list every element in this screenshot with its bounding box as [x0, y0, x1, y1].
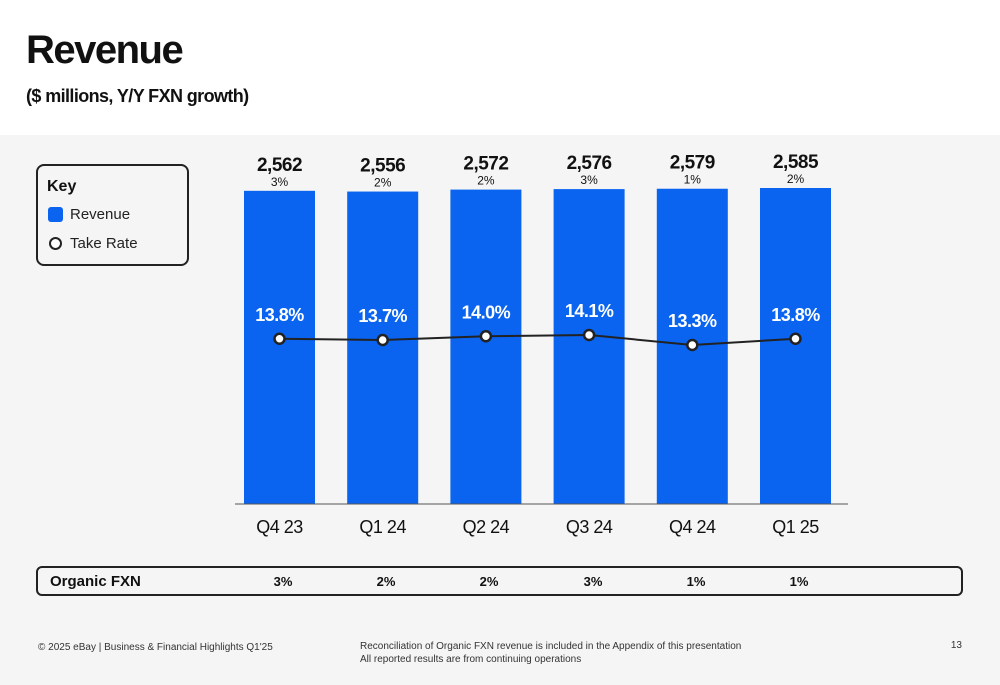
revenue-bar [347, 191, 419, 504]
revenue-swatch-icon [48, 207, 63, 222]
legend-item-take-rate: Take Rate [48, 235, 138, 252]
take-rate-point [686, 338, 699, 352]
take-rate-point [273, 332, 286, 345]
organic-fxn-value: 2% [376, 574, 396, 589]
take-rate-point [479, 330, 493, 343]
revenue-value-label: 2,585 [773, 152, 819, 173]
organic-fxn-value: 3% [273, 574, 293, 589]
revenue-bar [553, 189, 625, 504]
revenue-growth-label: 2% [477, 174, 495, 188]
x-tick-label: Q2 24 [463, 517, 510, 537]
legend-label-revenue: Revenue [70, 206, 131, 223]
take-rate-point [376, 333, 389, 347]
revenue-value-label: 2,572 [463, 154, 508, 175]
revenue-value-label: 2,562 [257, 155, 302, 176]
organic-fxn-value: 1% [789, 574, 809, 589]
revenue-value-label: 2,576 [567, 153, 612, 174]
take-rate-label: 13.3% [668, 311, 717, 331]
legend-label-take-rate: Take Rate [70, 235, 138, 252]
revenue-bar [244, 190, 315, 505]
take-rate-point [582, 328, 596, 342]
take-rate-point [789, 332, 802, 345]
revenue-bar [760, 188, 831, 504]
footer-note-line: All reported results are from continuing… [360, 654, 582, 665]
take-rate-label: 13.7% [358, 306, 407, 326]
take-rate-label: 14.1% [565, 301, 614, 321]
revenue-growth-label: 3% [580, 173, 598, 187]
legend-title: Key [47, 178, 77, 195]
take-rate-line [279, 333, 796, 347]
legend-item-revenue: Revenue [48, 206, 130, 223]
organic-fxn-value: 2% [479, 574, 499, 589]
x-tick-label: Q4 23 [256, 517, 303, 537]
organic-fxn-value: 3% [583, 574, 603, 589]
revenue-growth-label: 3% [271, 175, 289, 189]
revenue-growth-label: 1% [684, 173, 702, 187]
x-tick-label: Q1 24 [359, 517, 406, 537]
x-tick-label: Q4 24 [669, 517, 716, 537]
revenue-value-label: 2,556 [360, 156, 405, 177]
footer-note: Reconciliation of Organic FXN revenue is… [360, 640, 741, 666]
x-tick-label: Q1 25 [772, 517, 819, 537]
footer-copyright: © 2025 eBay | Business & Financial Highl… [38, 642, 273, 653]
page-title: Revenue [26, 28, 184, 72]
organic-fxn-value: 1% [686, 574, 706, 589]
page-subtitle: ($ millions, Y/Y FXN growth) [26, 86, 249, 106]
take-rate-marker-icon [49, 237, 62, 250]
take-rate-label: 13.8% [771, 305, 820, 325]
revenue-value-label: 2,579 [670, 153, 715, 174]
take-rate-label: 13.8% [255, 305, 304, 325]
page-number: 13 [950, 640, 962, 651]
x-tick-label: Q3 24 [566, 517, 613, 537]
organic-fxn-label: Organic FXN [50, 573, 141, 590]
revenue-bar [450, 189, 522, 504]
revenue-growth-label: 2% [787, 172, 805, 186]
take-rate-label: 14.0% [462, 302, 511, 322]
slide-header: Revenue ($ millions, Y/Y FXN growth) [0, 0, 1000, 135]
footer-note-line: Reconciliation of Organic FXN revenue is… [360, 641, 742, 652]
legend-box: Key Revenue Take Rate [36, 164, 189, 266]
organic-fxn-row: Organic FXN 3% 2% 2% 3% 1% 1% [36, 566, 963, 596]
revenue-growth-label: 2% [374, 176, 392, 190]
